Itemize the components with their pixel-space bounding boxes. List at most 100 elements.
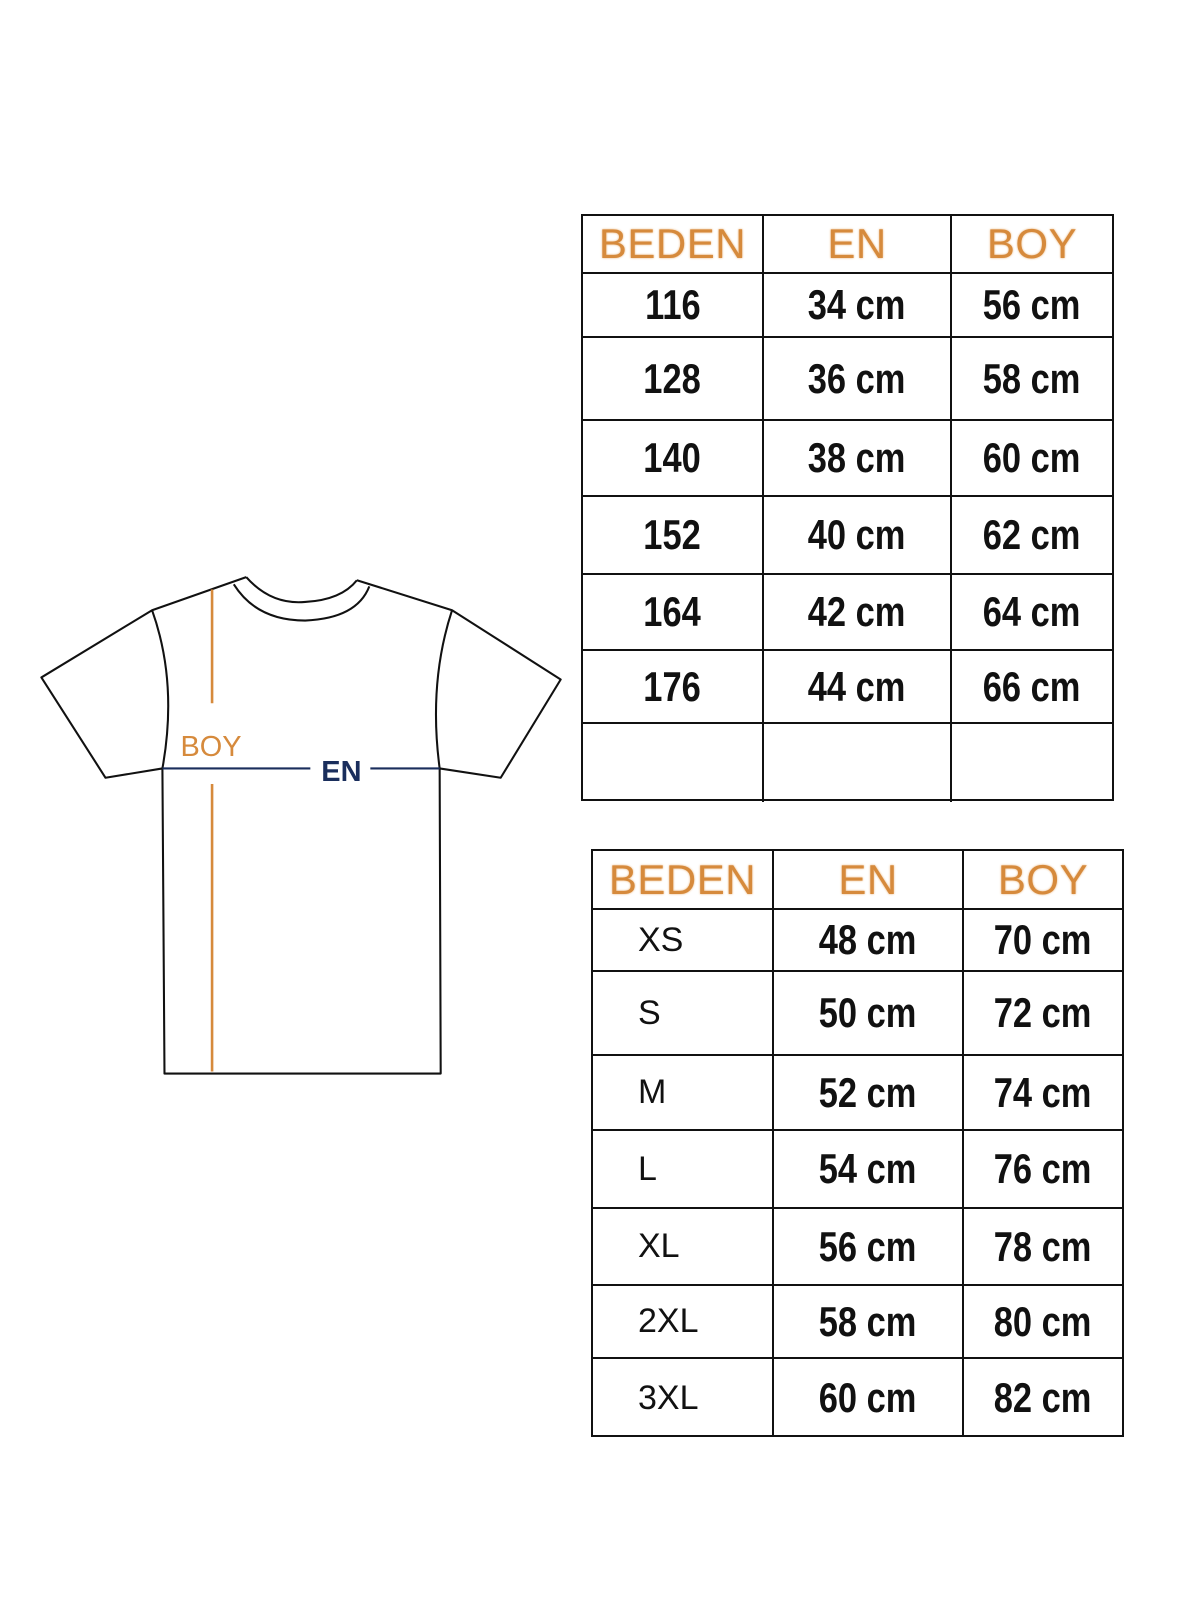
cell-value: 74 cm [994, 1068, 1092, 1116]
cell-value: 3XL [638, 1378, 699, 1417]
en-cell: 38 cm [764, 421, 952, 495]
table-row: 140 38 cm 60 cm [583, 421, 1112, 497]
size-cell: XL [593, 1209, 774, 1284]
en-cell: 34 cm [764, 274, 952, 336]
cell-value: 78 cm [994, 1222, 1092, 1270]
en-cell: 50 cm [774, 972, 964, 1054]
cell-value: M [638, 1073, 667, 1111]
boy-cell: 62 cm [952, 497, 1112, 573]
en-cell: 54 cm [774, 1131, 964, 1207]
cell-value: 58 cm [819, 1297, 917, 1345]
boy-cell: 60 cm [952, 421, 1112, 495]
size-cell: 128 [583, 338, 764, 419]
table-row: 164 42 cm 64 cm [583, 575, 1112, 651]
en-cell: 44 cm [764, 651, 952, 722]
size-cell: L [593, 1131, 774, 1207]
adult-size-table: BEDEN EN BOY XS 48 cm 70 cm S 50 cm 72 cm M 52 cm 7… [591, 849, 1124, 1437]
table-row: 152 40 cm 62 cm [583, 497, 1112, 575]
column-header: BOY [986, 220, 1078, 267]
left-armhole [151, 609, 170, 769]
cell-value: 152 [643, 511, 702, 558]
en-cell: 58 cm [774, 1286, 964, 1357]
boy-cell: 58 cm [952, 338, 1112, 419]
cell-value: S [638, 993, 661, 1032]
cell-value: 164 [643, 588, 702, 635]
table-header-row: BEDEN EN BOY [583, 216, 1112, 274]
table-row: L 54 cm 76 cm [593, 1131, 1122, 1209]
column-header: BOY [997, 855, 1089, 903]
cell-value: 60 cm [983, 434, 1081, 481]
cell-value: 40 cm [808, 511, 906, 558]
table-row: M 52 cm 74 cm [593, 1056, 1122, 1131]
en-cell: 60 cm [774, 1359, 964, 1437]
cell-value: 128 [643, 354, 702, 402]
column-header: BEDEN [583, 216, 764, 272]
cell-value: 58 cm [983, 354, 1081, 402]
cell-value: 54 cm [819, 1145, 917, 1192]
table-row: 116 34 cm 56 cm [583, 274, 1112, 338]
cell-value: 50 cm [819, 989, 917, 1036]
size-cell: 140 [583, 421, 764, 495]
table-header-row: BEDEN EN BOY [593, 851, 1122, 910]
en-cell: 48 cm [774, 910, 964, 970]
boy-cell: 82 cm [964, 1359, 1122, 1437]
cell-value: 62 cm [983, 511, 1081, 558]
en-cell: 42 cm [764, 575, 952, 649]
cell-value: 80 cm [994, 1297, 1092, 1345]
size-cell: 164 [583, 575, 764, 649]
cell-value: 38 cm [808, 434, 906, 481]
table-row: 3XL 60 cm 82 cm [593, 1359, 1122, 1437]
cell-value: 36 cm [808, 354, 906, 402]
table-row: XL 56 cm 78 cm [593, 1209, 1122, 1286]
size-cell [583, 724, 764, 802]
table-row: 128 36 cm 58 cm [583, 338, 1112, 421]
size-cell: 3XL [593, 1359, 774, 1437]
cell-value: L [638, 1149, 657, 1188]
cell-value: 44 cm [808, 662, 906, 710]
cell-value: 70 cm [994, 916, 1092, 963]
cell-value: 72 cm [994, 989, 1092, 1036]
table-row: XS 48 cm 70 cm [593, 910, 1122, 972]
size-cell: M [593, 1056, 774, 1129]
boy-cell: 76 cm [964, 1131, 1122, 1207]
collar-outer [232, 583, 371, 622]
en-label: EN [321, 756, 361, 788]
boy-label: BOY [180, 731, 241, 763]
cell-value: XL [638, 1227, 680, 1265]
table-row: 2XL 58 cm 80 cm [593, 1286, 1122, 1359]
cell-value: 2XL [638, 1302, 699, 1340]
size-cell: 152 [583, 497, 764, 573]
en-cell: 36 cm [764, 338, 952, 419]
cell-value: 64 cm [983, 588, 1081, 635]
size-cell: S [593, 972, 774, 1054]
en-cell [764, 724, 952, 802]
shirt-outline [40, 576, 562, 1075]
size-cell: 176 [583, 651, 764, 722]
right-armhole [434, 609, 454, 769]
boy-cell: 56 cm [952, 274, 1112, 336]
size-cell: 2XL [593, 1286, 774, 1357]
boy-cell: 66 cm [952, 651, 1112, 722]
en-cell: 52 cm [774, 1056, 964, 1129]
table-row: 176 44 cm 66 cm [583, 651, 1112, 724]
cell-value: 42 cm [808, 588, 906, 635]
cell-value: 76 cm [994, 1145, 1092, 1192]
boy-cell: 78 cm [964, 1209, 1122, 1284]
column-header: BEDEN [593, 851, 774, 908]
boy-cell: 64 cm [952, 575, 1112, 649]
cell-value: 48 cm [819, 916, 917, 963]
boy-cell: 74 cm [964, 1056, 1122, 1129]
size-cell: XS [593, 910, 774, 970]
cell-value: 140 [643, 434, 702, 481]
boy-cell: 80 cm [964, 1286, 1122, 1357]
table-row: S 50 cm 72 cm [593, 972, 1122, 1056]
column-header: EN [764, 216, 952, 272]
cell-value: 56 cm [819, 1222, 917, 1270]
kids-size-table: BEDEN EN BOY 116 34 cm 56 cm 128 36 cm 58 cm 140 3… [581, 214, 1114, 802]
boy-cell: 70 cm [964, 910, 1122, 970]
cell-value: 66 cm [983, 662, 1081, 710]
collar-inner [245, 576, 358, 604]
cell-value: 34 cm [808, 281, 906, 328]
en-cell: 56 cm [774, 1209, 964, 1284]
cell-value: 116 [644, 281, 701, 328]
